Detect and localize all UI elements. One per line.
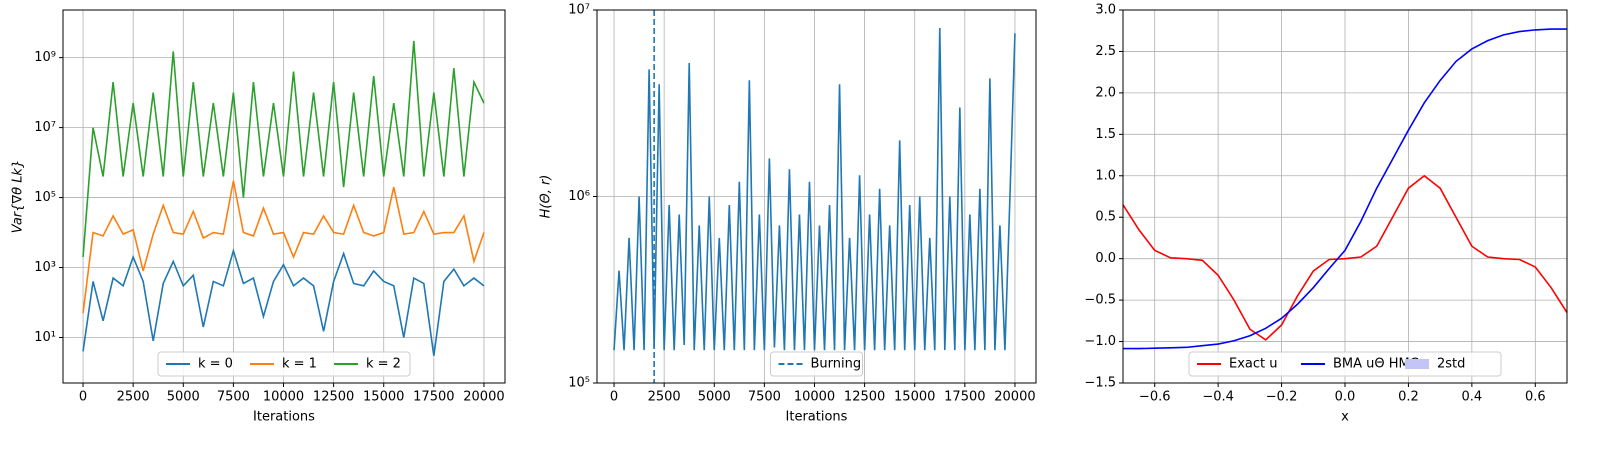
y-tick-label: 10⁶ bbox=[568, 189, 590, 204]
legend: k = 0 k = 1 k = 2 bbox=[157, 351, 411, 377]
x-tick-label: 15000 bbox=[894, 390, 935, 405]
y-tick-label: 0.0 bbox=[1095, 251, 1116, 266]
legend-label: Burning bbox=[811, 357, 862, 372]
y-tick-label: 10⁹ bbox=[34, 50, 56, 65]
axes-frame bbox=[1122, 9, 1568, 384]
x-tick-label: 5000 bbox=[167, 390, 200, 405]
y-axis-label: Var{∇θ Lk} bbox=[11, 160, 26, 233]
y-tick-label: 0.5 bbox=[1095, 210, 1116, 225]
subplot: −0.6 −0.4 −0.2 0.0 0.2 0.4 0.6 −1.5 −1.0 −0.5 0.0 0… bbox=[1084, 3, 1568, 425]
y-tick-label: 2.5 bbox=[1095, 44, 1116, 59]
plot-area bbox=[613, 10, 1016, 383]
y-tick-label: 2.0 bbox=[1095, 85, 1116, 100]
subplot: 0 2500 5000 7500 10000 12500 15000 17500 20000 10… bbox=[11, 9, 506, 425]
legend-frame bbox=[1188, 351, 1502, 377]
legend-frame bbox=[770, 351, 863, 377]
y-tick-label: −1.5 bbox=[1084, 376, 1116, 391]
line bbox=[613, 28, 1016, 351]
legend: Exact u BMA uΘ HMC 2std bbox=[1188, 351, 1502, 377]
legend-label: 2std bbox=[1437, 357, 1465, 372]
y-tick-label: −1.0 bbox=[1084, 334, 1116, 349]
legend-label: BMA uΘ HMC bbox=[1333, 357, 1419, 372]
x-tick-label: 0.2 bbox=[1398, 390, 1419, 405]
y-tick-label: 10⁵ bbox=[34, 190, 56, 205]
legend-label: Exact u bbox=[1229, 357, 1278, 372]
y-tick-label: 10³ bbox=[34, 260, 56, 275]
x-tick-label: 17500 bbox=[944, 390, 985, 405]
y-tick-label: 10¹ bbox=[34, 330, 56, 345]
x-tick-label: 10000 bbox=[263, 390, 304, 405]
x-axis-label: x bbox=[1341, 410, 1349, 425]
axes-frame bbox=[62, 9, 506, 384]
y-axis-label: H(Θ, r) bbox=[539, 175, 554, 219]
x-tick-label: 10000 bbox=[794, 390, 835, 405]
x-tick-label: 2500 bbox=[648, 390, 681, 405]
plot-area bbox=[1123, 28, 1567, 350]
line bbox=[82, 180, 485, 314]
legend-frame bbox=[157, 351, 411, 377]
y-tick-label: −0.5 bbox=[1084, 293, 1116, 308]
y-tick-label: 1.5 bbox=[1095, 127, 1116, 142]
x-tick-label: −0.6 bbox=[1139, 390, 1171, 405]
x-tick-label: −0.2 bbox=[1266, 390, 1298, 405]
x-tick-label: 20000 bbox=[994, 390, 1035, 405]
x-tick-label: 0 bbox=[610, 390, 618, 405]
line bbox=[82, 40, 485, 258]
x-tick-label: 0.0 bbox=[1335, 390, 1356, 405]
legend: Burning bbox=[770, 351, 863, 377]
plot-area bbox=[82, 40, 485, 356]
subplot: 0 2500 5000 7500 10000 12500 15000 17500 20000 10… bbox=[539, 3, 1037, 425]
y-tick-label: 3.0 bbox=[1095, 3, 1116, 18]
x-tick-label: 0.4 bbox=[1462, 390, 1483, 405]
axes-frame bbox=[596, 9, 1037, 384]
legend-swatch bbox=[1405, 359, 1429, 369]
line bbox=[1123, 174, 1567, 341]
y-tick-label: 10⁷ bbox=[568, 3, 590, 18]
y-tick-label: 10⁷ bbox=[34, 120, 56, 135]
x-tick-label: 2500 bbox=[117, 390, 150, 405]
x-axis-label: Iterations bbox=[253, 410, 315, 425]
x-tick-label: 12500 bbox=[844, 390, 885, 405]
x-tick-label: 17500 bbox=[413, 390, 454, 405]
legend-label: k = 1 bbox=[282, 357, 317, 372]
x-tick-label: 0 bbox=[79, 390, 87, 405]
line bbox=[1123, 28, 1567, 350]
x-tick-label: 20000 bbox=[463, 390, 504, 405]
legend-label: k = 0 bbox=[198, 357, 233, 372]
legend-label: k = 2 bbox=[366, 357, 401, 372]
x-tick-label: 0.6 bbox=[1525, 390, 1546, 405]
y-tick-label: 10⁵ bbox=[568, 376, 590, 391]
y-tick-label: 1.0 bbox=[1095, 168, 1116, 183]
x-tick-label: 7500 bbox=[748, 390, 781, 405]
x-tick-label: 12500 bbox=[313, 390, 354, 405]
line bbox=[82, 248, 485, 356]
x-tick-label: 15000 bbox=[363, 390, 404, 405]
x-axis-label: Iterations bbox=[786, 410, 848, 425]
x-tick-label: 5000 bbox=[698, 390, 731, 405]
x-tick-label: −0.4 bbox=[1202, 390, 1234, 405]
x-tick-label: 7500 bbox=[217, 390, 250, 405]
